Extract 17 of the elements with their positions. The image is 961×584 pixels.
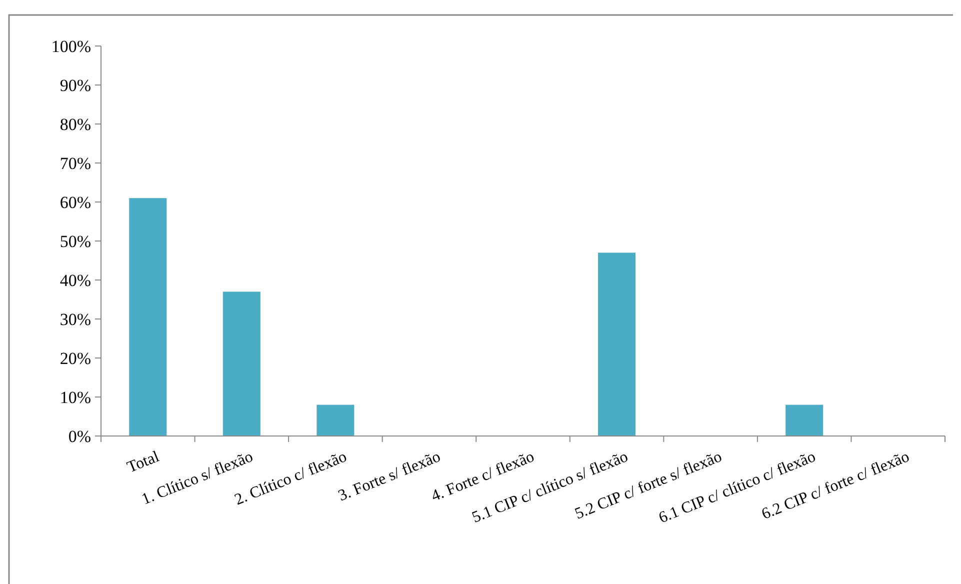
- y-tick-label: 40%: [60, 270, 91, 290]
- bar: [786, 404, 824, 436]
- bar: [129, 198, 167, 436]
- bar: [316, 404, 354, 436]
- bar: [598, 252, 636, 436]
- y-tick-label: 80%: [60, 114, 91, 134]
- y-tick-label: 10%: [60, 388, 91, 407]
- y-tick-label: 100%: [51, 36, 91, 56]
- y-tick-label: 50%: [60, 232, 91, 251]
- y-tick-label: 60%: [60, 192, 91, 212]
- bar: [222, 292, 260, 436]
- y-tick-label: 90%: [60, 76, 91, 95]
- y-tick-label: 30%: [60, 310, 91, 329]
- x-tick-label: Total: [124, 448, 162, 476]
- y-tick-label: 20%: [60, 348, 91, 368]
- y-tick-label: 0%: [68, 426, 91, 446]
- y-tick-label: 70%: [60, 154, 91, 173]
